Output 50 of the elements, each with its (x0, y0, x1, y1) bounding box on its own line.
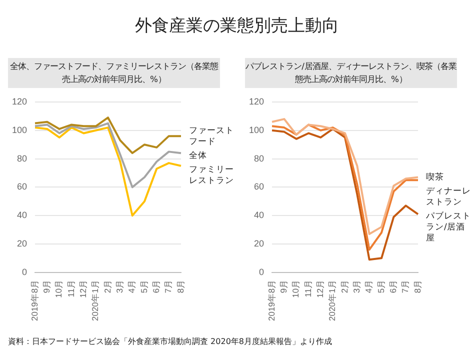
x-tick-label: 8月 (175, 279, 186, 294)
x-tick-label: 7月 (163, 279, 174, 294)
y-tick-label: 80 (254, 153, 264, 164)
y-tick-label: 100 (248, 124, 264, 135)
y-tick-label: 120 (248, 96, 264, 106)
x-tick-label: 2月 (339, 279, 350, 294)
x-tick-label: 10月 (54, 279, 64, 298)
y-tick-label: 120 (12, 96, 28, 106)
y-tick-label: 0 (259, 266, 264, 277)
text: 外食産業の業態別売上動向 (134, 15, 340, 37)
x-tick-label: 11月 (66, 279, 76, 298)
x-tick-label: 2019年8月 (29, 279, 40, 322)
x-tick-label: 6月 (388, 279, 398, 294)
text: 資料：日本フードサービス協会「外食産業市場動向調査 2020年8月度結果報告」より作成 (8, 336, 332, 347)
chart-subtitle: 全体、ファーストフード、ファミリーレストラン（各業態売上高の対前年同月比、%） (8, 58, 220, 88)
y-tick-label: 60 (254, 182, 264, 192)
x-tick-label: 9月 (278, 279, 289, 294)
series-label: 喫茶 (426, 171, 444, 182)
x-tick-label: 10月 (290, 279, 301, 298)
x-tick-label: 9月 (42, 279, 52, 294)
x-tick-label: 3月 (114, 279, 125, 294)
x-tick-label: 12月 (315, 279, 326, 298)
y-tick-label: 40 (17, 210, 28, 220)
y-tick-label: 80 (17, 153, 28, 164)
y-tick-label: 0 (22, 266, 28, 277)
series-label: パブレストラン/居酒屋 (425, 210, 471, 244)
x-tick-label: 5月 (376, 279, 386, 294)
x-tick-label: 2020年1月 (90, 279, 100, 322)
x-tick-label: 3月 (352, 279, 362, 294)
x-tick-label: 4月 (126, 279, 137, 294)
y-tick-label: 20 (254, 238, 264, 248)
y-tick-label: 20 (17, 238, 28, 248)
series-label: ファミリーレストラン (189, 164, 234, 186)
x-tick-label: 6月 (151, 279, 162, 294)
series-label: 全体 (189, 150, 207, 161)
x-tick-label: 12月 (78, 279, 88, 298)
y-tick-label: 100 (12, 124, 28, 135)
x-tick-label: 8月 (412, 279, 422, 294)
x-tick-label: 4月 (364, 279, 374, 294)
y-tick-label: 40 (254, 210, 264, 220)
x-tick-label: 2019年8月 (266, 279, 276, 322)
x-tick-label: 2020年1月 (327, 279, 338, 322)
series-label: ディナーレストラン (426, 186, 471, 208)
x-tick-label: 11月 (302, 279, 313, 298)
x-tick-label: 2月 (102, 279, 112, 294)
x-tick-label: 7月 (400, 279, 410, 294)
y-tick-label: 60 (17, 182, 28, 192)
chart-subtitle: パブレストラン/居酒屋、ディナーレストラン、喫茶（各業態売上高の対前年同月比、%） (245, 58, 457, 88)
series-label: ファーストフード (189, 126, 234, 147)
x-tick-label: 5月 (138, 279, 149, 294)
